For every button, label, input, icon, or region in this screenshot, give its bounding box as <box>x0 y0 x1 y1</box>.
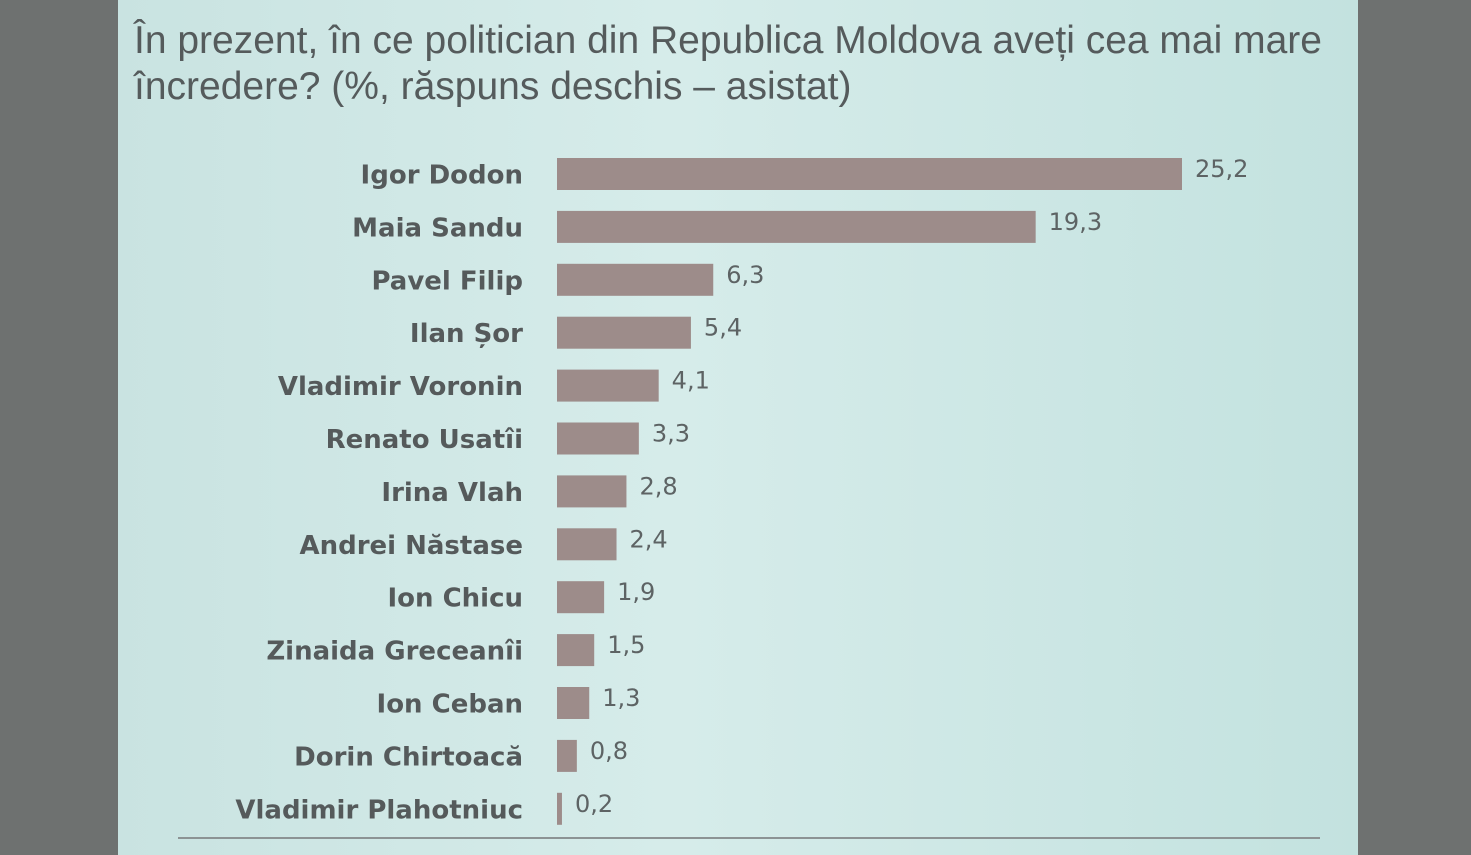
category-label: Zinaida Greceanîi <box>266 637 523 667</box>
category-label: Andrei Năstase <box>299 531 523 561</box>
bar <box>557 792 562 825</box>
value-label: 1,3 <box>602 684 640 712</box>
bar <box>557 581 605 614</box>
bar <box>557 475 627 508</box>
category-label: Dorin Chirtoacă <box>294 742 523 772</box>
category-label: Pavel Filip <box>371 266 523 296</box>
bar <box>557 634 595 667</box>
bar <box>557 369 659 402</box>
category-label: Irina Vlah <box>381 478 523 508</box>
bar <box>557 422 639 455</box>
value-label: 0,8 <box>590 737 628 765</box>
value-label: 0,2 <box>575 790 613 818</box>
value-label: 19,3 <box>1049 208 1102 236</box>
slide <box>118 0 1358 855</box>
value-label: 1,5 <box>607 631 645 659</box>
value-label: 1,9 <box>617 578 655 606</box>
bar <box>557 210 1036 243</box>
value-label: 25,2 <box>1195 155 1248 183</box>
category-label: Ion Ceban <box>377 690 523 720</box>
category-label: Vladimir Plahotniuc <box>235 795 523 825</box>
category-label: Igor Dodon <box>361 161 523 191</box>
category-label: Maia Sandu <box>352 213 523 243</box>
value-label: 4,1 <box>672 367 710 395</box>
value-label: 3,3 <box>652 420 690 448</box>
category-label: Ilan Șor <box>410 319 523 349</box>
chart-title: În prezent, în ce politician din Republi… <box>134 19 1322 108</box>
bar <box>557 687 590 719</box>
bar <box>557 158 1182 190</box>
value-label: 2,4 <box>630 525 668 553</box>
bar <box>557 263 714 296</box>
value-label: 6,3 <box>726 261 764 289</box>
category-label: Ion Chicu <box>387 584 523 614</box>
bar <box>557 739 577 772</box>
value-label: 2,8 <box>639 472 677 500</box>
bar <box>557 316 691 349</box>
value-label: 5,4 <box>704 314 742 342</box>
category-label: Vladimir Voronin <box>278 372 523 402</box>
bar <box>557 528 617 561</box>
category-label: Renato Usatîi <box>326 425 523 455</box>
